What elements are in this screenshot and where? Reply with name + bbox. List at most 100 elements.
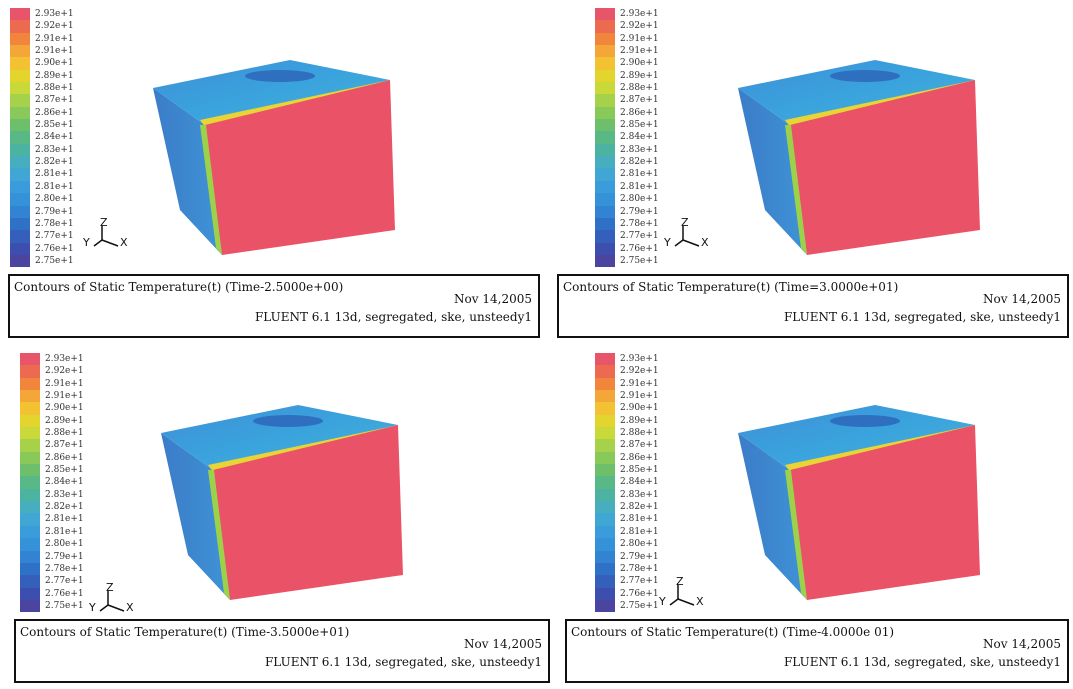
legend-label: 2.92e+1 (35, 21, 74, 32)
legend-swatch (20, 353, 40, 366)
hot-spot (253, 415, 323, 427)
hot-spot (245, 70, 315, 82)
color-legend: 2.93e+1 2.92e+1 2.91e+1 2.91e+1 2.90e+1 2.89e… (10, 8, 90, 268)
legend-label: 2.87e+1 (45, 440, 84, 451)
legend-row: 2.83e+1 (20, 488, 100, 502)
legend-row: 2.78e+1 (20, 562, 100, 576)
legend-swatch (595, 57, 615, 70)
contour-panel: 2.93e+1 2.92e+1 2.91e+1 2.91e+1 2.90e+1 2.89e… (0, 345, 550, 689)
legend-swatch (10, 106, 30, 120)
legend-label: 2.83e+1 (620, 489, 659, 500)
legend-label: 2.92e+1 (45, 366, 84, 377)
legend-row: 2.88e+1 (10, 82, 90, 95)
legend-row: 2.83e+1 (10, 143, 90, 157)
legend-row: 2.76e+1 (595, 587, 675, 600)
legend-swatch (10, 20, 30, 33)
legend-row: 2.77e+1 (10, 230, 90, 243)
legend-row: 2.78e+1 (595, 217, 675, 231)
legend-label: 2.91e+1 (45, 378, 84, 389)
legend-row: 2.76e+1 (595, 242, 675, 255)
legend-label: 2.89e+1 (45, 415, 84, 426)
axis-z-label: Z (106, 581, 114, 594)
legend-swatch (20, 575, 40, 588)
legend-label: 2.91e+1 (620, 46, 659, 57)
legend-swatch (20, 464, 40, 477)
legend-label: 2.88e+1 (620, 83, 659, 94)
legend-label: 2.85e+1 (620, 465, 659, 476)
legend-swatch (10, 82, 30, 95)
legend-swatch (10, 168, 30, 181)
legend-row: 2.89e+1 (595, 414, 675, 428)
caption-box: Contours of Static Temperature(t) (Time-… (8, 274, 540, 338)
legend-swatch (595, 32, 615, 46)
legend-label: 2.79e+1 (620, 551, 659, 562)
legend-swatch (20, 562, 40, 576)
legend-swatch (20, 501, 40, 514)
legend-label: 2.91e+1 (35, 33, 74, 44)
legend-row: 2.82e+1 (595, 501, 675, 514)
legend-row: 2.92e+1 (595, 365, 675, 378)
legend-row: 2.76e+1 (20, 587, 100, 600)
legend-label: 2.92e+1 (620, 21, 659, 32)
legend-row: 2.78e+1 (595, 562, 675, 576)
legend-swatch (595, 513, 615, 526)
legend-swatch (595, 439, 615, 452)
legend-swatch (20, 402, 40, 415)
legend-row: 2.91e+1 (595, 45, 675, 58)
caption-box: Contours of Static Temperature(t) (Time-… (565, 619, 1069, 683)
legend-swatch (595, 180, 615, 194)
box-contour-model (161, 405, 403, 600)
legend-label: 2.76e+1 (35, 243, 74, 254)
legend-row: 2.83e+1 (595, 143, 675, 157)
legend-label: 2.93e+1 (45, 354, 84, 364)
legend-swatch (20, 488, 40, 502)
legend-swatch (595, 476, 615, 489)
caption-date: Nov 14,2005 (454, 292, 532, 306)
legend-row: 2.84e+1 (595, 476, 675, 489)
legend-label: 2.93e+1 (35, 9, 74, 19)
legend-row: 2.93e+1 (10, 8, 90, 21)
caption-title: Contours of Static Temperature(t) (Time-… (14, 280, 344, 294)
legend-label: 2.81e+1 (45, 514, 84, 525)
legend-label: 2.90e+1 (620, 58, 659, 69)
legend-swatch (595, 131, 615, 144)
contour-panel: 2.93e+1 2.92e+1 2.91e+1 2.91e+1 2.90e+1 2.89e… (557, 0, 1073, 344)
caption-date: Nov 14,2005 (983, 292, 1061, 306)
legend-row: 2.86e+1 (10, 106, 90, 120)
legend-swatch (595, 488, 615, 502)
legend-row: 2.91e+1 (595, 32, 675, 46)
box-contour-model (738, 60, 980, 255)
legend-label: 2.81e+1 (45, 526, 84, 537)
legend-swatch (20, 587, 40, 600)
legend-row: 2.79e+1 (595, 205, 675, 218)
legend-label: 2.76e+1 (45, 588, 84, 599)
legend-label: 2.78e+1 (620, 218, 659, 229)
legend-row: 2.80e+1 (595, 193, 675, 206)
legend-swatch (595, 464, 615, 477)
legend-swatch (10, 45, 30, 58)
contour-panel: 2.93e+1 2.92e+1 2.91e+1 2.91e+1 2.90e+1 2.89e… (565, 345, 1073, 689)
legend-row: 2.81e+1 (20, 525, 100, 539)
legend-swatch (20, 390, 40, 403)
legend-row: 2.90e+1 (595, 402, 675, 415)
legend-swatch (595, 599, 615, 613)
legend-row: 2.81e+1 (20, 513, 100, 526)
legend-label: 2.80e+1 (45, 539, 84, 550)
legend-label: 2.87e+1 (620, 95, 659, 106)
axis-x-label: X (696, 595, 704, 608)
legend-swatch (595, 562, 615, 576)
legend-swatch (595, 451, 615, 465)
legend-label: 2.81e+1 (620, 526, 659, 537)
legend-label: 2.82e+1 (620, 157, 659, 168)
legend-label: 2.75e+1 (620, 600, 659, 611)
box-top-face (161, 405, 398, 470)
legend-swatch (595, 156, 615, 169)
legend-row: 2.81e+1 (10, 168, 90, 181)
legend-label: 2.84e+1 (620, 477, 659, 488)
front-edge-strip (200, 125, 222, 255)
legend-swatch (20, 476, 40, 489)
legend-label: 2.88e+1 (45, 428, 84, 439)
legend-swatch (10, 205, 30, 218)
legend-row: 2.89e+1 (595, 69, 675, 83)
legend-row: 2.81e+1 (10, 180, 90, 194)
